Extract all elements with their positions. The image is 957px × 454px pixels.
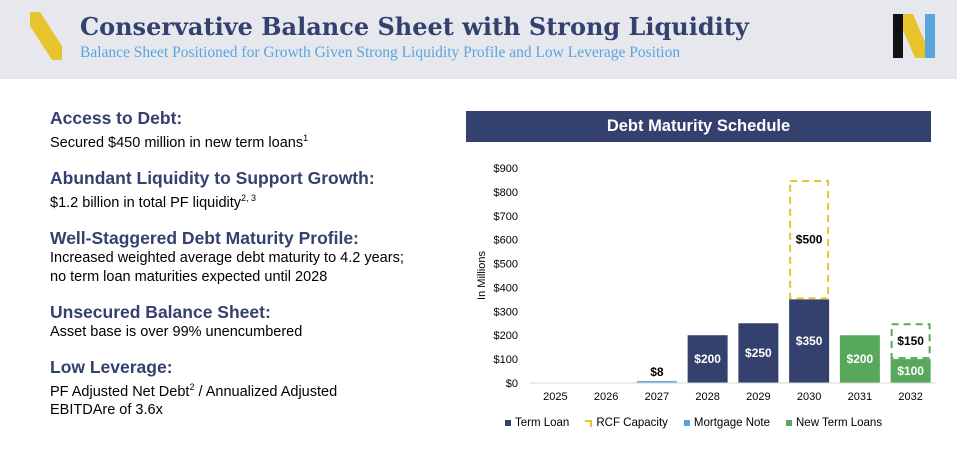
highlights-list: Access to Debt: Secured $450 million in … [50,108,460,435]
y-tick-label: $200 [494,330,518,342]
data-label: $150 [897,334,924,348]
data-label: $200 [694,352,721,366]
highlight-text: $1.2 billion in total PF liquidity2, 3 [50,192,257,211]
highlight-text: Asset base is over 99% unencumbered [50,323,303,340]
bar-new-term-loans [839,335,880,383]
y-tick-label: $400 [494,282,518,294]
chart-legend: Term Loan RCF Capacity Mortgage Note New Te… [505,417,882,429]
y-tick-label: $300 [494,306,518,318]
legend-label: New Term Loans [796,417,883,429]
data-label: $350 [796,334,823,348]
x-tick-label: 2032 [898,391,922,403]
legend-item: Term Loan [505,417,569,429]
data-label: $500 [796,233,823,247]
y-tick-label: $900 [494,163,518,175]
x-tick-label: 2030 [797,391,821,403]
bar-term-loan [687,335,728,383]
debt-maturity-chart: $0 $100 $200 $300 $400 $500 $600 $700 $800 $900 In… [476,163,936,403]
header-band: Conservative Balance Sheet with Strong L… [0,0,957,79]
highlight-text: Secured $450 million in new term loans1 [50,133,309,151]
legend-swatch [786,420,792,426]
y-tick-label: $700 [494,211,518,223]
highlight-low-leverage: Low Leverage: PF Adjusted Net Debt2 / An… [50,357,460,421]
x-tick-label: 2025 [543,391,567,403]
y-tick-label: $500 [494,259,518,271]
highlight-unsecured: Unsecured Balance Sheet: Asset base is o… [50,302,460,342]
legend-label: Mortgage Note [693,417,770,429]
highlight-text: PF Adjusted Net Debt2 / Annualized Adjus… [50,381,338,400]
highlight-heading: Abundant Liquidity to Support Growth: [50,167,375,188]
bar-new-term-loans [890,359,931,383]
data-label: $200 [847,352,874,366]
y-tick-label: $100 [494,354,518,366]
x-tick-label: 2028 [695,391,719,403]
highlight-text: Increased weighted average debt maturity… [50,249,404,266]
page-title: Conservative Balance Sheet with Strong L… [80,12,749,41]
legend-item: RCF Capacity [585,417,668,429]
highlight-access-to-debt: Access to Debt: Secured $450 million in … [50,108,460,153]
legend-label: RCF Capacity [596,417,668,429]
highlight-heading: Well-Staggered Debt Maturity Profile: [50,227,359,248]
highlight-text: no term loan maturities expected until 2… [50,268,328,285]
x-tick-label: 2026 [594,391,618,403]
legend-swatch [505,420,511,426]
data-label: $250 [745,346,772,360]
company-logo-right [893,14,935,58]
bar-term-loan [738,323,779,383]
legend-item: Mortgage Note [683,417,770,429]
bar-mortgage-note [636,381,677,383]
y-axis-label: In Millions [476,251,488,300]
bar-rcf-capacity [789,179,830,300]
legend-swatch [683,420,690,426]
y-tick-label: $600 [494,235,518,247]
data-label: $8 [650,365,664,379]
x-tick-label: 2027 [645,391,669,403]
data-label: $100 [897,364,924,378]
highlight-text: EBITDAre of 3.6x [50,402,163,419]
legend-label: Term Loan [515,417,570,429]
bar-term-loan [789,299,830,383]
highlight-heading: Access to Debt: [50,108,183,128]
y-tick-label: $800 [494,187,518,199]
x-tick-label: 2029 [746,391,770,403]
highlight-heading: Unsecured Balance Sheet: [50,301,271,322]
x-tick-label: 2031 [848,391,872,403]
legend-swatch [585,419,593,427]
legend-item: New Term Loans [786,417,882,429]
highlight-debt-maturity: Well-Staggered Debt Maturity Profile: In… [50,228,460,287]
page-subtitle: Balance Sheet Positioned for Growth Give… [80,44,681,61]
highlight-liquidity: Abundant Liquidity to Support Growth: $1… [50,168,460,213]
y-tick-label: $0 [506,378,518,390]
highlight-heading: Low Leverage: [50,356,173,377]
company-logo-left [30,12,62,60]
bar-new-term-loans-capacity [890,323,931,360]
chart-title: Debt Maturity Schedule [466,111,931,142]
